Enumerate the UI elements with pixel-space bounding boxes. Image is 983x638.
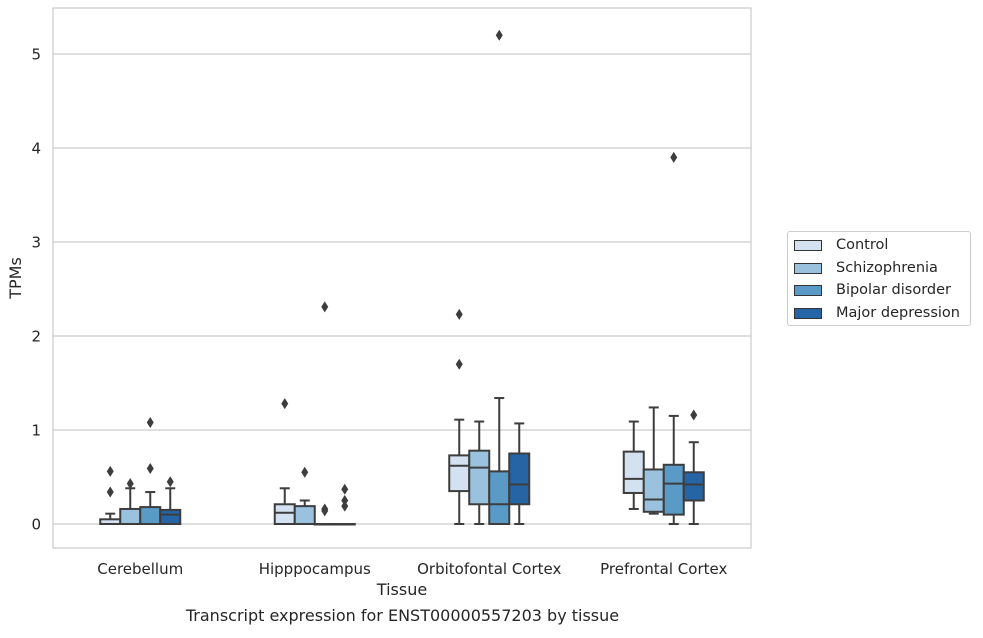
- box-schizophrenia: [468, 420, 491, 525]
- outlier-point: [455, 308, 463, 320]
- box-body: [139, 506, 162, 525]
- box-body: [448, 454, 471, 493]
- outlier-point: [321, 503, 329, 515]
- box-body: [682, 471, 705, 502]
- plot-frame: [52, 7, 752, 549]
- legend-item-schizophrenia: Schizophrenia: [794, 258, 938, 278]
- box-control: [99, 465, 122, 525]
- outlier-point: [146, 463, 154, 475]
- outlier-point: [106, 486, 114, 498]
- x-tick-label: Prefrontal Cortex: [600, 560, 727, 578]
- box-body: [662, 463, 685, 516]
- box-control: [622, 420, 645, 510]
- box-major-depression: [682, 409, 705, 525]
- legend-swatch: [794, 307, 822, 319]
- outlier-point: [166, 476, 174, 488]
- box-body: [642, 468, 665, 513]
- legend-label: Control: [836, 237, 889, 253]
- legend-item-control: Control: [794, 235, 888, 255]
- outlier-point: [670, 151, 678, 163]
- outlier-point: [690, 409, 698, 421]
- box-body: [488, 470, 511, 525]
- box-major-depression: [508, 422, 531, 525]
- box-major-depression: [333, 483, 356, 526]
- legend-label: Bipolar disorder: [836, 282, 951, 298]
- y-tick-label: 5: [31, 46, 41, 64]
- box-body: [273, 503, 296, 526]
- outlier-point: [106, 465, 114, 477]
- y-tick-label: 0: [31, 516, 41, 534]
- outlier-point: [146, 416, 154, 428]
- outlier-point: [341, 495, 349, 506]
- y-tick-label: 1: [31, 422, 41, 440]
- legend-item-major-depression: Major depression: [794, 303, 960, 323]
- chart-caption: Transcript expression for ENST0000055720…: [185, 606, 620, 625]
- legend-swatch: [794, 239, 822, 251]
- outlier-point: [341, 500, 349, 512]
- gridlines: [53, 53, 751, 525]
- y-axis-label: TPMs: [6, 257, 25, 300]
- outlier-point: [321, 301, 329, 313]
- box-schizophrenia: [642, 406, 665, 515]
- box-bipolar-disorder: [488, 29, 511, 525]
- box-body: [508, 452, 531, 506]
- box-bipolar-disorder: [139, 416, 162, 525]
- y-tick-label: 3: [31, 234, 41, 252]
- x-ticks: Cerebellum Hipppocampus Orbitofontal Corte…: [97, 560, 727, 578]
- box-control: [448, 308, 471, 525]
- legend-item-bipolar-disorder: Bipolar disorder: [794, 280, 951, 300]
- box-body: [159, 508, 182, 525]
- box-schizophrenia: [119, 478, 142, 525]
- legend-label: Major depression: [836, 305, 960, 321]
- legend-label: Schizophrenia: [836, 260, 938, 276]
- x-axis-label: Tissue: [376, 580, 427, 599]
- box-schizophrenia: [293, 466, 316, 526]
- box-body: [622, 450, 645, 494]
- box-body: [468, 449, 491, 506]
- box-body: [293, 505, 316, 526]
- box-control: [273, 398, 296, 526]
- y-tick-label: 4: [31, 140, 41, 158]
- legend-swatch: [794, 262, 822, 274]
- box-body: [119, 507, 142, 525]
- outlier-point: [301, 466, 309, 478]
- outlier-point: [455, 358, 463, 370]
- outlier-point: [341, 483, 349, 495]
- legend-swatch: [794, 284, 822, 296]
- x-tick-label: Cerebellum: [97, 560, 183, 578]
- legend: Control Schizophrenia Bipolar disorder M…: [787, 231, 971, 326]
- y-tick-label: 2: [31, 328, 41, 346]
- outlier-point: [495, 29, 503, 41]
- y-ticks: 0 1 2 3 4 5: [31, 46, 41, 534]
- boxes: [99, 29, 705, 526]
- x-tick-label: Orbitofontal Cortex: [417, 560, 561, 578]
- box-major-depression: [159, 476, 182, 525]
- box-bipolar-disorder: [313, 301, 336, 526]
- outlier-point: [281, 398, 289, 410]
- x-tick-label: Hipppocampus: [259, 560, 371, 578]
- outlier-point: [126, 478, 134, 490]
- box-bipolar-disorder: [662, 151, 685, 525]
